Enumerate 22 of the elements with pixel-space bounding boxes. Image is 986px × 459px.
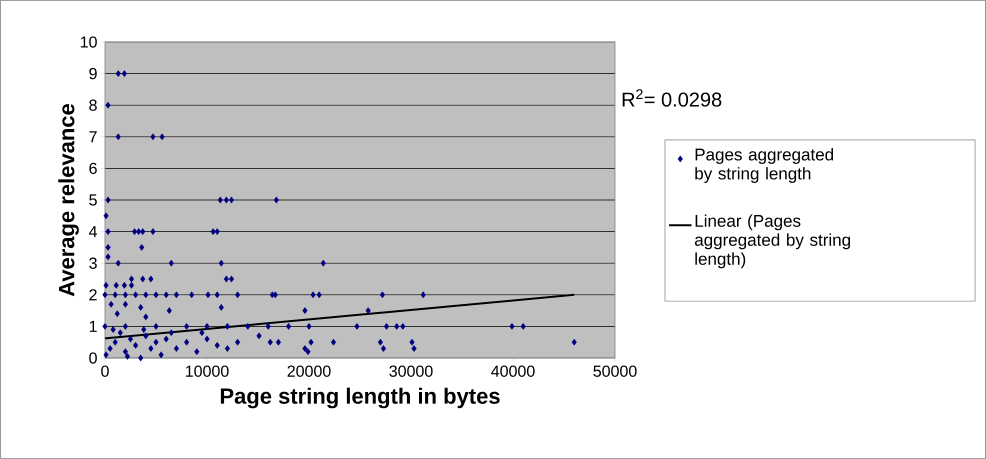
y-tick-label: 4 xyxy=(88,226,98,238)
y-tick-label: 9 xyxy=(89,68,97,80)
y-tick-label: 7 xyxy=(89,131,97,142)
y-axis-title: Average relevance xyxy=(58,104,79,296)
x-tick-label: 0 xyxy=(101,366,109,377)
x-tick-label: 10000 xyxy=(186,366,229,377)
x-tick-label: 40000 xyxy=(491,366,535,377)
y-tick-label: 1 xyxy=(90,320,97,332)
y-tick-label: 0 xyxy=(89,352,97,364)
legend-label: Pages aggregated by string length xyxy=(695,148,834,183)
y-tick-label: 6 xyxy=(89,162,97,174)
x-axis-title: Page string length in bytes xyxy=(220,388,500,408)
x-tick-label: 30000 xyxy=(389,366,433,377)
x-tick-label: 20000 xyxy=(288,366,331,377)
text: R$^{2}$= 0.0298 xyxy=(622,89,722,107)
legend-label: Linear (Pages aggregated by string length) xyxy=(694,214,850,268)
y-tick-label: 2 xyxy=(89,289,97,300)
y-tick-label: 10 xyxy=(80,36,97,48)
y-tick-label: 8 xyxy=(89,100,97,111)
y-tick-label: 5 xyxy=(89,194,97,206)
y-tick-label: 3 xyxy=(89,258,97,269)
x-tick-label: 50000 xyxy=(593,366,637,377)
